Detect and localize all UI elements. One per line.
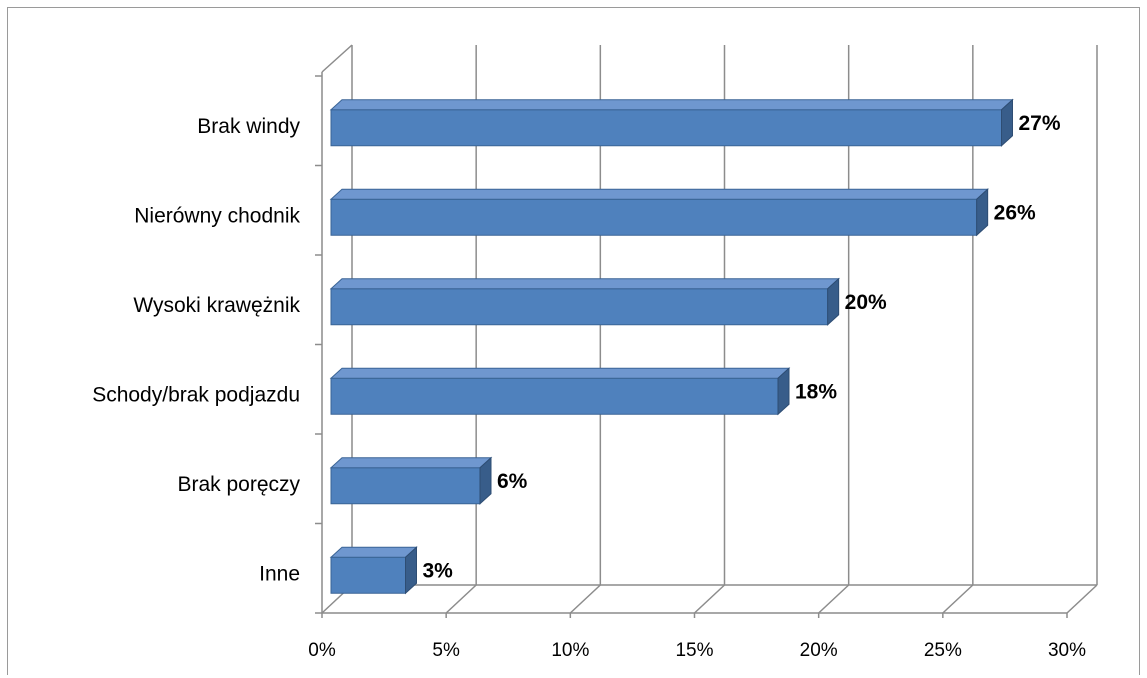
bar-top-face: [329, 367, 791, 379]
floor-gridline: [445, 584, 477, 614]
bar: [330, 556, 406, 594]
bar: [330, 467, 481, 505]
floor-gridline: [942, 584, 974, 614]
data-label: 20%: [845, 291, 887, 314]
x-tick-label: 0%: [308, 640, 336, 661]
bar-top-face: [329, 278, 840, 290]
data-label: 26%: [994, 201, 1036, 224]
floor-gridline: [569, 584, 601, 614]
axis-layer: [315, 44, 1097, 618]
bar-side-face: [479, 456, 492, 505]
bar-side-face: [1001, 98, 1013, 147]
floor-gridline: [693, 584, 726, 614]
side-wall-top-edge: [321, 44, 353, 73]
data-label: 27%: [1019, 112, 1061, 135]
bar: [330, 377, 779, 415]
bar-top-face: [329, 546, 418, 558]
category-label: Nierówny chodnik: [134, 204, 300, 227]
data-label: 3%: [423, 559, 454, 582]
bar-top-face: [329, 457, 493, 469]
bar-side-face: [405, 546, 417, 595]
x-tick-label: 30%: [1048, 640, 1086, 661]
bar-side-face: [976, 188, 989, 237]
category-label: Schody/brak podjazdu: [92, 383, 300, 406]
category-label: Inne: [259, 562, 300, 585]
floor-gridline: [818, 584, 850, 614]
x-tick-label: 25%: [924, 640, 962, 661]
label-layer: 0% 5% 10% 15% 20% 25% 30% 27% Brak windy 26% Nieró…: [92, 112, 1086, 661]
bar: [330, 109, 1002, 147]
category-label: Brak poręczy: [177, 473, 300, 496]
bar-side-face: [827, 277, 840, 326]
category-label: Brak windy: [197, 115, 300, 138]
bar-side-face: [777, 367, 790, 416]
data-label: 6%: [497, 470, 528, 493]
bar: [330, 198, 978, 236]
bar-top-face: [329, 99, 1014, 111]
bar: [330, 288, 829, 326]
floor-gridline: [1066, 584, 1098, 614]
x-tick-label: 20%: [800, 640, 838, 661]
bar-layer: [329, 98, 1014, 595]
data-label: 18%: [795, 380, 837, 403]
x-tick-label: 5%: [432, 640, 460, 661]
bar-top-face: [329, 188, 989, 200]
x-tick-label: 15%: [675, 640, 713, 661]
x-tick-label: 10%: [551, 640, 589, 661]
category-label: Wysoki krawężnik: [133, 294, 300, 317]
